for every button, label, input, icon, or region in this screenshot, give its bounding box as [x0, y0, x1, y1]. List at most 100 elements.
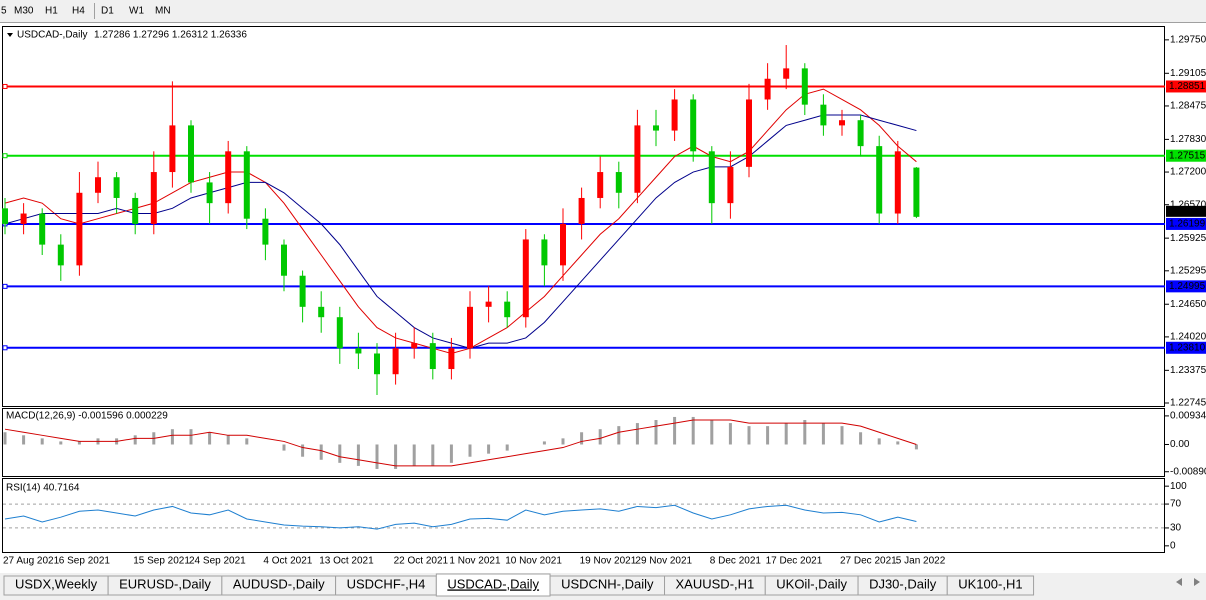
macd-bar [245, 438, 249, 445]
candle-body [132, 197, 139, 224]
y-tick-label: 1.25925 [1170, 233, 1206, 244]
tab-label[interactable]: AUDUSD-,Daily [233, 576, 325, 591]
candle-body [634, 125, 641, 193]
macd-bar [617, 426, 621, 445]
x-tick-label: 6 Sep 2021 [59, 556, 111, 567]
candle-body [374, 353, 380, 375]
candle-body [2, 208, 8, 224]
timeframe-button[interactable]: H4 [72, 6, 85, 17]
candle-body [541, 239, 548, 266]
candle-body [95, 177, 101, 193]
candle-body [448, 348, 455, 370]
candle-body [857, 120, 864, 147]
chart-title: USDCAD-,Daily [17, 30, 88, 41]
candle-body [336, 317, 343, 349]
tab[interactable]: USDCNH-,Daily [549, 575, 666, 596]
macd-bar [431, 444, 435, 466]
macd-bar [487, 444, 491, 454]
y-tick-label: 1.29105 [1170, 68, 1206, 79]
macd-bar [170, 429, 174, 445]
x-tick-label: 8 Dec 2021 [710, 556, 762, 567]
tab[interactable]: USDCHF-,H4 [335, 575, 437, 596]
timeframe-button[interactable]: M30 [14, 6, 34, 17]
macd-bar [766, 426, 770, 445]
y-tick-label: 1.26570 [1170, 199, 1206, 210]
candle-body [20, 213, 27, 224]
tab-label[interactable]: USDX,Weekly [15, 576, 98, 591]
x-tick-label: 19 Nov 2021 [580, 556, 637, 567]
level-tag [1166, 149, 1206, 162]
timeframe-button[interactable]: W1 [129, 6, 144, 17]
macd-bar [728, 423, 732, 445]
macd-bar [189, 429, 193, 445]
candle-body [820, 104, 827, 126]
tab[interactable]: AUDUSD-,Daily [221, 575, 337, 596]
tab[interactable]: USDCAD-,Daily [435, 573, 551, 597]
candle-body [262, 218, 269, 245]
rsi-title: RSI(14) 40.7164 [6, 483, 80, 494]
macd-bar [784, 423, 788, 445]
tab-background [946, 575, 1035, 596]
timeframe-button[interactable]: D1 [101, 6, 114, 17]
candle-body [615, 172, 622, 193]
y-tick-label: 0.009345 [1170, 411, 1206, 422]
tab[interactable]: UKOil-,Daily [764, 575, 859, 596]
level-tag [1166, 280, 1206, 293]
candle-body [429, 343, 436, 370]
moving-average [4, 114, 917, 349]
tab[interactable]: XAUUSD-,H1 [664, 575, 766, 596]
macd-bar [542, 441, 546, 445]
y-tick-label: 1.24650 [1170, 299, 1206, 310]
candle-body [76, 192, 83, 266]
level-handle [2, 283, 8, 289]
timeframe-button[interactable]: 5 [1, 6, 7, 17]
tab-label[interactable]: DJ30-,Daily [869, 576, 937, 591]
candle-body [169, 125, 176, 173]
macd-bar [22, 435, 26, 445]
tab-scroll-left[interactable] [1176, 578, 1182, 586]
candle-body [764, 78, 771, 100]
tab-label[interactable]: USDCHF-,H4 [347, 576, 426, 591]
tab[interactable]: UK100-,H1 [946, 575, 1035, 596]
candle-body [243, 151, 250, 219]
candle-body [894, 151, 901, 214]
candle-body [671, 99, 678, 131]
tab-label[interactable]: UKOil-,Daily [776, 576, 847, 591]
last-price-tag [1166, 205, 1206, 217]
candle-body [597, 172, 604, 198]
candle-body [113, 177, 120, 198]
macd-bar [3, 432, 7, 445]
timeframe-button[interactable]: MN [155, 6, 171, 17]
x-tick-label: 24 Sep 2021 [189, 556, 246, 567]
macd-bar [654, 420, 658, 445]
toolbar [0, 0, 1206, 22]
tab[interactable]: DJ30-,Daily [857, 575, 948, 596]
macd-bar [561, 438, 565, 445]
tab-label[interactable]: USDCNH-,Daily [561, 576, 654, 591]
macd-panel [2, 408, 1165, 477]
macd-bar [356, 444, 360, 466]
tab[interactable]: USDX,Weekly [3, 575, 109, 596]
y-tick-label: 1.22745 [1170, 398, 1206, 409]
y-tick-label: -0.008905 [1170, 466, 1206, 477]
level-handle [2, 83, 8, 89]
x-tick-label: 5 Jan 2022 [896, 556, 946, 567]
candle-body [299, 275, 306, 307]
tab-label[interactable]: XAUUSD-,H1 [676, 576, 755, 591]
macd-bar [468, 444, 472, 457]
level-tag [1166, 80, 1206, 93]
tab-label[interactable]: EURUSD-,Daily [119, 576, 211, 591]
y-tick-label: 1.29750 [1170, 34, 1206, 45]
tab-scroll-right[interactable] [1194, 578, 1200, 586]
candle-body [392, 348, 399, 375]
tab[interactable]: EURUSD-,Daily [107, 575, 223, 596]
macd-bar [691, 416, 695, 445]
tab-label[interactable]: USDCAD-,Daily [447, 576, 539, 591]
x-tick-label: 10 Nov 2021 [505, 556, 562, 567]
macd-bar [859, 432, 863, 445]
tab-label[interactable]: UK100-,H1 [958, 576, 1022, 591]
x-tick-label: 4 Oct 2021 [263, 556, 312, 567]
macd-bar [394, 444, 398, 469]
timeframe-button[interactable]: H1 [45, 6, 58, 17]
